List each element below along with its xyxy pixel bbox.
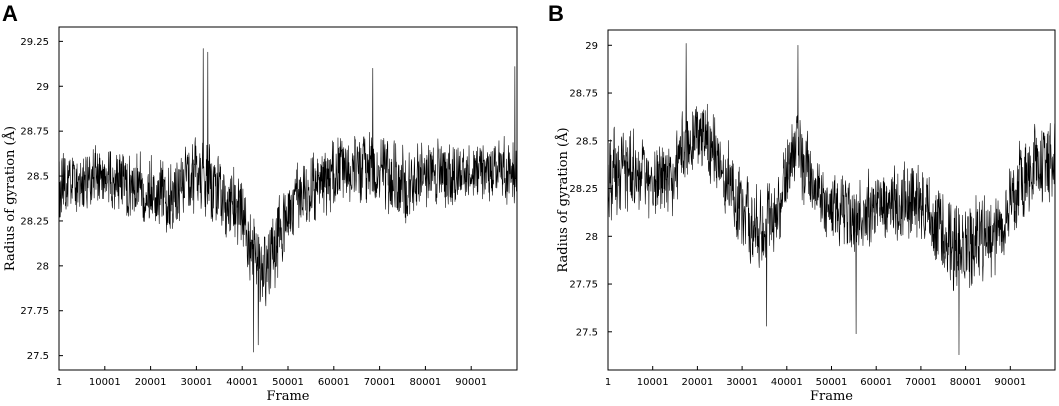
y-tick-label: 29 [585,41,598,52]
x-tick-label: 60001 [860,377,892,388]
x-tick-label: 80001 [409,377,441,388]
y-tick-label: 29 [36,82,49,93]
x-axis-label: Frame [266,389,309,404]
x-tick-label: 1 [56,377,62,388]
series-line [58,48,518,353]
x-tick-label: 1 [605,377,611,388]
panel-a: A 27.5 27.75 28 28.25 28.5 28.75 29 29.25 1 10001 2… [2,1,518,404]
x-tick-label: 20001 [681,377,713,388]
x-tick-label: 90001 [994,377,1026,388]
x-tick-label: 80001 [950,377,982,388]
x-axis-label: Frame [810,389,853,404]
x-tick-label: 60001 [318,377,350,388]
y-tick-label: 28.75 [20,127,49,138]
x-tick-label: 30001 [180,377,212,388]
y-tick-label: 28 [36,261,49,272]
series-line [607,43,1056,356]
x-tick-label: 20001 [135,377,167,388]
y-tick-label: 29.25 [20,37,49,48]
y-tick-label: 28.25 [20,216,49,227]
y-tick-label: 27.5 [576,327,598,338]
y-tick-label: 28.75 [569,89,598,100]
y-tick-label: 27.75 [20,306,49,317]
x-tick-label: 70001 [905,377,937,388]
panel-b: B 27.5 27.75 28 28.25 28.5 28.75 29 1 10001 20001 3… [548,1,1056,404]
x-tick-label: 90001 [455,377,487,388]
x-tick-label: 40001 [226,377,258,388]
x-tick-label: 30001 [726,377,758,388]
y-axis-label: Radius of gyration (Å) [555,127,571,272]
y-tick-label: 27.75 [569,280,598,291]
x-tick-label: 40001 [771,377,803,388]
panel-label: A [2,1,18,26]
y-tick-label: 28 [585,232,598,243]
x-tick-label: 10001 [637,377,669,388]
x-tick-label: 50001 [272,377,304,388]
panel-label: B [548,1,564,26]
y-axis-label: Radius of gyration (Å) [2,126,18,271]
y-tick-label: 27.5 [27,351,49,362]
x-tick-label: 70001 [364,377,396,388]
y-tick-label: 28.25 [569,184,598,195]
y-tick-label: 28.5 [576,136,598,147]
y-tick-label: 28.5 [27,172,49,183]
x-tick-label: 10001 [89,377,121,388]
x-tick-label: 50001 [816,377,848,388]
